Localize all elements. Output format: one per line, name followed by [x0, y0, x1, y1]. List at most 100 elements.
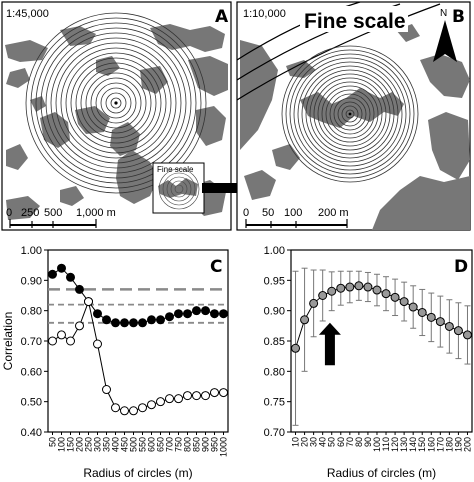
x-tick-label: 40 [318, 437, 328, 447]
data-point [345, 282, 355, 292]
map-a-patches [5, 24, 228, 220]
panel-letter-b: B [452, 7, 465, 27]
data-point [192, 391, 201, 401]
data-point [84, 297, 93, 307]
x-tick-label: 700 [165, 437, 175, 452]
data-point [156, 315, 165, 325]
data-point [75, 284, 84, 294]
data-point [291, 343, 301, 353]
data-point [93, 339, 102, 349]
data-point [201, 391, 210, 401]
data-point [102, 315, 111, 325]
data-point [336, 283, 346, 293]
data-point [138, 318, 147, 328]
plot-frame [47, 249, 229, 433]
y-tick-label: 1.00 [264, 245, 285, 257]
x-tick-label: 50 [48, 437, 58, 447]
data-point [48, 269, 57, 279]
x-tick-label: 140 [408, 437, 418, 452]
chart-c: 0.40 0.50 0.60 0.70 0.80 0.90 1.00 50 100 150 200 2… [1, 245, 229, 480]
panel-b-map: 1:10,000 Fine scale N B 0 50 100 200 m [236, 1, 471, 231]
x-axis-label: Radius of circles (m) [327, 466, 436, 480]
panel-letter-a: A [215, 7, 229, 27]
x-tick-label: 550 [138, 437, 148, 452]
scalebar-a-label-3: 1,000 m [76, 207, 116, 219]
x-tick-label: 160 [426, 437, 436, 452]
y-tick-label: 0.40 [21, 427, 42, 439]
x-tick-label: 50 [327, 437, 337, 447]
x-tick-label: 70 [345, 437, 355, 447]
x-tick-label: 110 [381, 437, 391, 451]
data-point [417, 307, 427, 317]
x-tick-label: 650 [156, 437, 166, 452]
data-point [57, 330, 66, 340]
data-point [111, 318, 120, 328]
x-tick-label: 150 [417, 437, 427, 452]
data-point [210, 388, 219, 398]
highlight-arrow [318, 322, 341, 366]
data-point [381, 289, 391, 299]
data-point [210, 309, 219, 319]
plot-frame [290, 249, 473, 433]
x-tick-label: 100 [372, 437, 382, 452]
x-tick-label: 100 [57, 437, 67, 452]
data-point [435, 317, 445, 327]
data-point [300, 315, 310, 325]
x-tick-label: 1000 [219, 437, 229, 457]
x-tick-label: 500 [129, 437, 139, 452]
data-point [174, 394, 183, 404]
data-point [408, 302, 418, 312]
x-tick-label: 80 [354, 437, 364, 447]
panel-a-map: Fine scale 1:45,000 A 0 250 500 1,000 m [1, 1, 232, 231]
circles-b [281, 45, 419, 183]
x-tick-label: 350 [102, 437, 112, 452]
data-point [201, 306, 210, 316]
y-axis-label: Correlation [1, 312, 15, 371]
data-point [129, 318, 138, 328]
data-point [183, 309, 192, 319]
data-point [129, 406, 138, 416]
y-tick-label: 0.80 [21, 306, 42, 318]
scalebar-a-label-1: 250 [21, 207, 39, 219]
data-point [318, 291, 328, 300]
data-point [147, 315, 156, 325]
data-point [444, 321, 454, 331]
scalebar-b-label-2: 100 [284, 207, 302, 219]
data-point [48, 336, 57, 346]
data-point [66, 272, 75, 282]
data-point [399, 297, 409, 307]
y-tick-label: 0.50 [21, 397, 42, 409]
data-point [147, 400, 156, 410]
y-tick-label: 0.70 [21, 336, 42, 348]
scalebar-a: 0 250 500 1,000 m [6, 207, 116, 228]
data-point [93, 309, 102, 319]
data-point [390, 292, 400, 302]
x-tick-label: 450 [120, 437, 130, 452]
data-point [138, 403, 147, 413]
data-point [174, 309, 183, 319]
x-tick-label: 190 [453, 437, 463, 452]
data-point [120, 318, 129, 328]
data-point [453, 326, 463, 336]
data-point [192, 306, 201, 316]
x-tick-label: 200 [75, 437, 85, 452]
x-tick-label: 60 [336, 437, 346, 447]
x-tick-label: 600 [147, 437, 157, 452]
panel-letter-c: C [210, 257, 222, 277]
data-point [111, 403, 120, 413]
data-point [102, 385, 111, 395]
x-tick-label: 20 [300, 437, 310, 447]
x-tick-label: 150 [66, 437, 76, 452]
y-tick-label: 0.90 [21, 275, 42, 287]
x-axis-label: Radius of circles (m) [83, 466, 192, 480]
scalebar-a-label-0: 0 [6, 207, 12, 219]
x-tick-label: 800 [183, 437, 193, 452]
y-tick-label: 0.90 [264, 306, 285, 318]
x-tick-label: 30 [309, 437, 319, 447]
scalebar-b-label-0: 0 [243, 207, 249, 219]
data-point [372, 285, 382, 295]
panel-letter-d: D [454, 257, 468, 277]
fine-scale-title: Fine scale [304, 10, 406, 33]
data-point [57, 263, 66, 273]
